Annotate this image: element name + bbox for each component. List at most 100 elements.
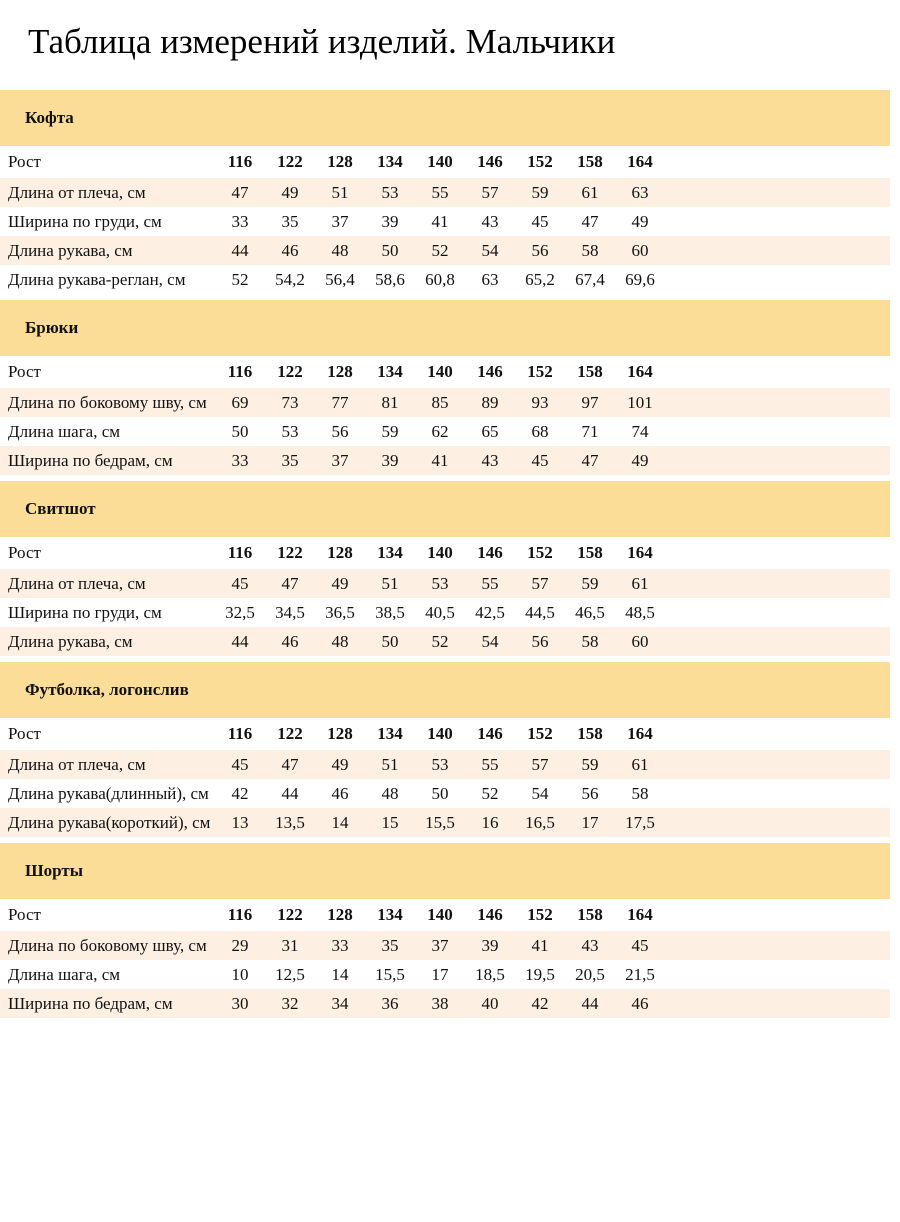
page-title: Таблица измерений изделий. Мальчики	[28, 22, 616, 61]
row-value: 36	[381, 993, 399, 1013]
row-value: 44	[231, 631, 249, 651]
row-value: 55	[481, 573, 499, 593]
row-label: Длина от плеча, см	[8, 182, 146, 202]
table-row: Длина от плеча, см 45 47 49 51 53 55 57 59 61	[0, 569, 890, 599]
size-header-value: 128	[327, 362, 353, 382]
row-value: 49	[331, 573, 349, 593]
row-value: 56	[531, 240, 549, 260]
row-value: 93	[531, 392, 549, 412]
row-value: 69	[231, 392, 249, 412]
size-header-value: 158	[577, 905, 603, 925]
row-value: 81	[381, 392, 399, 412]
row-value: 49	[631, 450, 649, 470]
table-row: Длина по боковому шву, см 29 31 33 35 37 39 41 4…	[0, 931, 890, 961]
row-label: Ширина по груди, см	[8, 211, 162, 231]
table-row: Длина от плеча, см 47 49 51 53 55 57 59 61 63	[0, 178, 890, 208]
row-value: 57	[531, 754, 549, 774]
row-value: 46	[631, 993, 649, 1013]
table-row: Ширина по груди, см 32,5 34,5 36,5 38,5 40,5 4…	[0, 598, 890, 628]
size-header-value: 158	[577, 152, 603, 172]
size-header-value: 164	[627, 724, 653, 744]
size-header-label: Рост	[8, 905, 41, 925]
row-value: 61	[631, 754, 649, 774]
size-header-value: 164	[627, 905, 653, 925]
row-value: 56,4	[325, 269, 355, 289]
row-value: 49	[281, 182, 299, 202]
row-value: 13,5	[275, 812, 305, 832]
row-value: 45	[231, 573, 249, 593]
row-value: 42,5	[475, 602, 505, 622]
row-value: 47	[281, 573, 299, 593]
size-header-value: 140	[427, 724, 453, 744]
table-row: Длина рукава, см 44 46 48 50 52 54 56 58 60	[0, 627, 890, 657]
row-value: 16	[481, 812, 499, 832]
size-header-value: 164	[627, 362, 653, 382]
row-label: Длина по боковому шву, см	[8, 392, 207, 412]
row-value: 53	[431, 754, 449, 774]
size-header-row: Рост 116 122 128 134 140 146 152 158 164	[0, 146, 890, 179]
size-header-value: 116	[227, 724, 253, 744]
row-label: Длина шага, см	[8, 421, 121, 441]
row-value: 58	[581, 631, 599, 651]
row-value: 48	[331, 631, 349, 651]
section-header-band: Шорты	[0, 843, 890, 900]
row-value: 50	[431, 783, 449, 803]
row-value: 10	[231, 964, 249, 984]
size-header-label: Рост	[8, 724, 41, 744]
row-value: 55	[431, 182, 449, 202]
row-label: Длина рукава, см	[8, 631, 133, 651]
row-value: 34,5	[275, 602, 305, 622]
row-value: 39	[381, 450, 399, 470]
row-value: 57	[531, 573, 549, 593]
row-value: 65	[481, 421, 499, 441]
size-header-value: 122	[277, 905, 303, 925]
row-value: 15	[381, 812, 399, 832]
row-value: 57	[481, 182, 499, 202]
row-value: 50	[381, 631, 399, 651]
size-section: Свитшот Рост 116 122 128 134 140 146 152 158 164 Дл…	[0, 481, 900, 657]
row-value: 14	[331, 964, 349, 984]
row-value: 43	[481, 211, 499, 231]
row-value: 49	[631, 211, 649, 231]
row-value: 29	[231, 935, 249, 955]
row-label: Длина рукава(длинный), см	[8, 783, 209, 803]
size-header-value: 122	[277, 543, 303, 563]
size-header-value: 134	[377, 543, 403, 563]
section-title: Кофта	[25, 108, 74, 128]
size-header-value: 116	[227, 152, 253, 172]
row-value: 45	[531, 211, 549, 231]
section-title: Брюки	[25, 318, 79, 338]
row-value: 19,5	[525, 964, 555, 984]
row-value: 54,2	[275, 269, 305, 289]
row-value: 89	[481, 392, 499, 412]
size-header-value: 146	[477, 152, 503, 172]
size-header-value: 128	[327, 905, 353, 925]
row-value: 54	[481, 631, 499, 651]
row-label: Длина по боковому шву, см	[8, 935, 207, 955]
size-header-value: 146	[477, 362, 503, 382]
row-value: 35	[381, 935, 399, 955]
row-value: 33	[231, 211, 249, 231]
row-label: Ширина по бедрам, см	[8, 450, 173, 470]
row-value: 36,5	[325, 602, 355, 622]
size-table: Рост 116 122 128 134 140 146 152 158 164 Длина от …	[0, 718, 900, 838]
row-value: 14	[331, 812, 349, 832]
size-header-value: 158	[577, 362, 603, 382]
row-value: 55	[481, 754, 499, 774]
table-row: Длина шага, см 50 53 56 59 62 65 68 71 74	[0, 417, 890, 447]
table-row: Длина шага, см 10 12,5 14 15,5 17 18,5 19,5 20,5…	[0, 960, 890, 990]
row-value: 37	[331, 211, 349, 231]
row-value: 33	[231, 450, 249, 470]
row-value: 50	[231, 421, 249, 441]
row-value: 35	[281, 211, 299, 231]
row-value: 58,6	[375, 269, 405, 289]
row-value: 42	[531, 993, 549, 1013]
row-value: 51	[331, 182, 349, 202]
row-value: 58	[581, 240, 599, 260]
row-value: 33	[331, 935, 349, 955]
row-value: 31	[281, 935, 299, 955]
size-header-value: 164	[627, 152, 653, 172]
size-header-value: 164	[627, 543, 653, 563]
table-row: Длина рукава, см 44 46 48 50 52 54 56 58 60	[0, 236, 890, 266]
row-label: Длина рукава-реглан, см	[8, 269, 186, 289]
